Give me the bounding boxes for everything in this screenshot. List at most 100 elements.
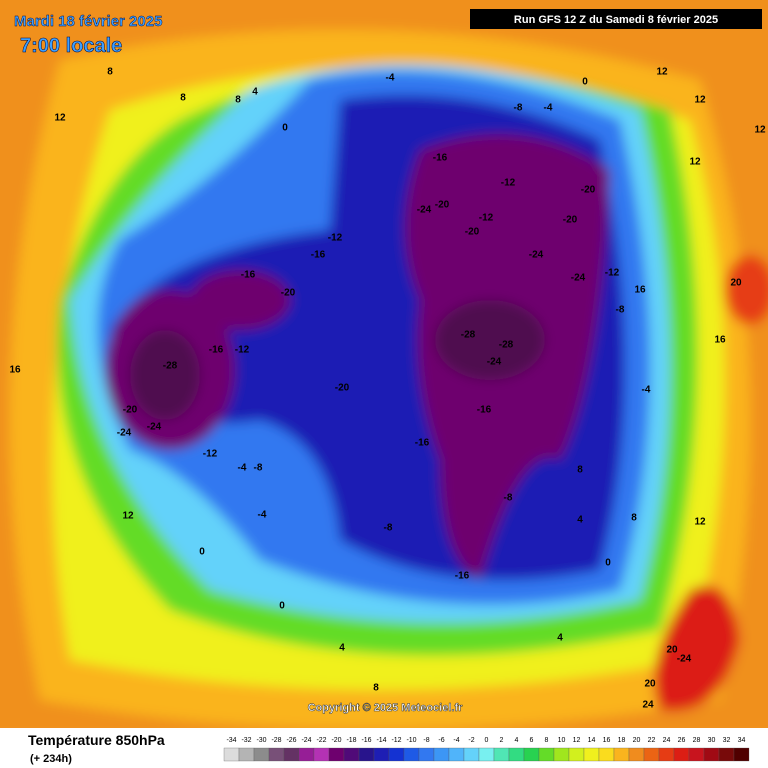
contour-label: 4 (557, 633, 563, 644)
contour-label: 8 (577, 465, 583, 476)
legend-swatch (373, 747, 390, 762)
legend-label: -34 (226, 737, 236, 744)
legend-swatch (643, 747, 660, 762)
contour-label: 0 (605, 558, 611, 569)
legend-label: -6 (438, 737, 444, 744)
legend-label: 14 (588, 737, 596, 744)
legend-label: 18 (618, 737, 626, 744)
contour-label: -16 (477, 405, 492, 416)
legend-label: 6 (530, 737, 534, 744)
contour-label: -4 (544, 103, 553, 114)
legend-label: 34 (738, 737, 746, 744)
legend-swatch (538, 747, 555, 762)
contour-label: -20 (435, 200, 450, 211)
legend-label: 20 (633, 737, 641, 744)
contour-label: 24 (642, 700, 654, 711)
legend-label: -30 (256, 737, 266, 744)
contour-label: -20 (335, 383, 350, 394)
legend-label: -10 (406, 737, 416, 744)
legend-swatch (328, 747, 345, 762)
contour-label: -16 (241, 270, 256, 281)
legend-swatch (688, 747, 705, 762)
legend-swatch (403, 747, 420, 762)
legend-label: 22 (648, 737, 656, 744)
contour-label: 12 (54, 113, 66, 124)
legend-swatch (673, 747, 690, 762)
contour-label: 8 (180, 93, 186, 104)
legend-label: -12 (391, 737, 401, 744)
contour-label: -28 (163, 361, 178, 372)
legend-label: -24 (301, 737, 311, 744)
contour-label: 16 (9, 365, 21, 376)
legend-label: -26 (286, 737, 296, 744)
contour-label: 8 (373, 683, 379, 694)
legend-label: -8 (423, 737, 429, 744)
contour-label: -24 (487, 357, 502, 368)
contour-label: -16 (209, 345, 224, 356)
contour-label: -4 (238, 463, 247, 474)
contour-label: -12 (203, 449, 218, 460)
contour-label: 20 (730, 278, 742, 289)
temperature-field (0, 0, 768, 740)
legend-label: -18 (346, 737, 356, 744)
legend-label: 26 (678, 737, 686, 744)
contour-label: 12 (656, 67, 668, 78)
legend-label: -20 (331, 737, 341, 744)
legend-swatch (553, 747, 570, 762)
run-info: Run GFS 12 Z du Samedi 8 février 2025 (514, 14, 718, 26)
contour-label: -16 (455, 571, 470, 582)
contour-label: -4 (258, 510, 267, 521)
legend-swatch (418, 747, 435, 762)
legend-label: 4 (515, 737, 519, 744)
color-legend: -34 -32 -30 -28 -26 -24 -22 -20 -18 -16 -14 -12 -10-… (223, 737, 750, 762)
lead-time: (+ 234h) (30, 753, 72, 765)
legend-swatch (613, 747, 630, 762)
legend-swatch (628, 747, 645, 762)
contour-label: -24 (147, 422, 162, 433)
legend-label: 16 (603, 737, 611, 744)
contour-label: 0 (199, 547, 205, 558)
legend-swatch (493, 747, 510, 762)
legend-label: -4 (453, 737, 459, 744)
legend-swatch (358, 747, 375, 762)
legend-swatch (568, 747, 585, 762)
legend-swatch (658, 747, 675, 762)
contour-label: -12 (605, 268, 620, 279)
contour-label: -8 (384, 523, 393, 534)
legend-swatch (523, 747, 540, 762)
contour-label: -20 (281, 288, 296, 299)
contour-label: -8 (254, 463, 263, 474)
legend-label: -14 (376, 737, 386, 744)
contour-label: 8 (631, 513, 637, 524)
contour-label: 12 (754, 125, 766, 136)
contour-label: -28 (499, 340, 514, 351)
copyright: Copyright © 2025 Meteociel.fr (308, 702, 464, 714)
legend-swatch (478, 747, 495, 762)
legend-label: 2 (500, 737, 504, 744)
legend-swatch (433, 747, 450, 762)
contour-label: 20 (666, 645, 678, 656)
contour-label: 0 (582, 77, 588, 88)
legend-swatch (388, 747, 405, 762)
contour-label: 20 (644, 679, 656, 690)
legend-label: -16 (361, 737, 371, 744)
legend-label: 12 (573, 737, 581, 744)
contour-label: -20 (581, 185, 596, 196)
valid-date: Mardi 18 février 2025 (14, 13, 162, 30)
contour-label: -8 (514, 103, 523, 114)
contour-label: -4 (642, 385, 651, 396)
contour-label: 8 (107, 67, 113, 78)
contour-label: -16 (433, 153, 448, 164)
contour-label: -16 (311, 250, 326, 261)
legend-swatch (268, 747, 285, 762)
contour-label: -24 (417, 205, 432, 216)
legend-label: 8 (545, 737, 549, 744)
legend-swatch (448, 747, 465, 762)
contour-label: 4 (339, 643, 345, 654)
contour-label: 12 (122, 511, 134, 522)
legend-swatch (508, 747, 525, 762)
contour-label: -20 (563, 215, 578, 226)
field-title: Température 850hPa (28, 732, 165, 748)
